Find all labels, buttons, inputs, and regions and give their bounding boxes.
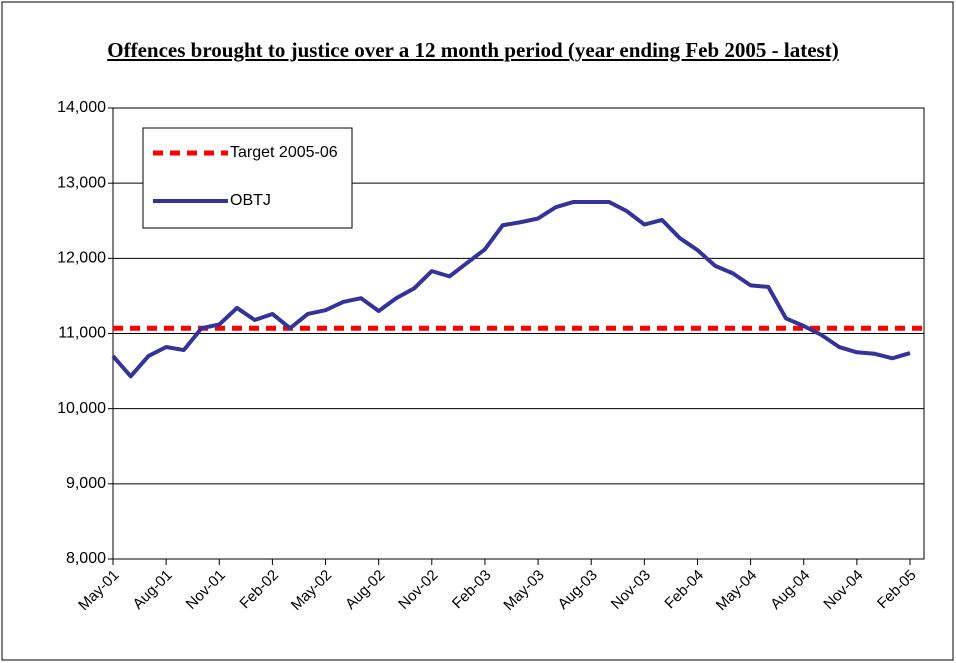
- y-tick-label: 9,000: [66, 475, 106, 492]
- y-tick-label: 13,000: [57, 174, 106, 191]
- legend-label: OBTJ: [230, 192, 271, 209]
- y-tick-label: 14,000: [57, 99, 106, 116]
- legend-box: [142, 127, 353, 229]
- chart-title: Offences brought to justice over a 12 mo…: [107, 38, 839, 62]
- y-tick-label: 8,000: [66, 550, 106, 567]
- data-line: [111, 199, 911, 379]
- y-tick-label: 10,000: [57, 400, 106, 417]
- y-tick-label: 12,000: [57, 250, 106, 267]
- legend-label: Target 2005-06: [230, 144, 338, 161]
- y-tick-label: 11,000: [58, 325, 106, 342]
